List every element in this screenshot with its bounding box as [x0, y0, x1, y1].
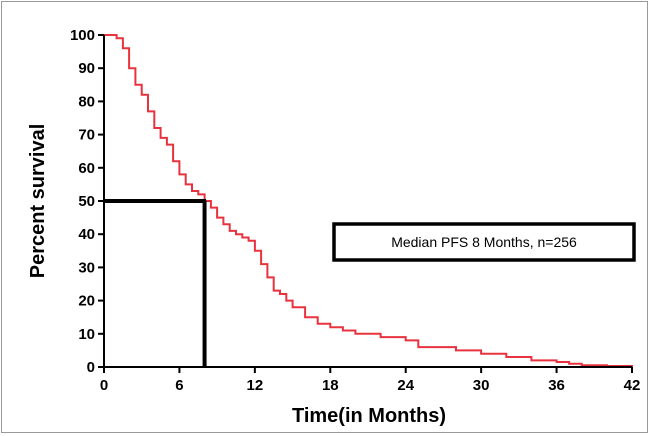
x-tick-label: 24	[397, 377, 414, 394]
median-marker	[104, 199, 207, 367]
y-tick-label: 30	[78, 259, 95, 276]
x-tick-label: 36	[548, 377, 565, 394]
annotation-text: Median PFS 8 Months, n=256	[391, 234, 577, 250]
annotation-box: Median PFS 8 Months, n=256	[332, 222, 636, 262]
y-tick-label: 50	[78, 193, 95, 210]
y-tick-label: 0	[87, 359, 95, 376]
x-tick-label: 18	[322, 377, 339, 394]
x-tick-label: 0	[100, 377, 108, 394]
curve-layer	[104, 34, 633, 367]
y-tick-label: 60	[78, 160, 95, 177]
x-axis-title: Time(in Months)	[292, 405, 446, 427]
x-tick-label: 6	[175, 377, 183, 394]
y-tick-label: 100	[70, 27, 95, 44]
x-tick-label: 42	[624, 377, 641, 394]
y-tick-label: 80	[78, 93, 95, 110]
x-tick-label: 12	[247, 377, 264, 394]
survival-curve-0	[104, 34, 633, 367]
x-tick-label: 30	[473, 377, 490, 394]
y-tick-label: 40	[78, 226, 95, 243]
y-tick-label: 90	[78, 60, 95, 77]
y-tick-label: 20	[78, 293, 95, 310]
y-tick-label: 70	[78, 127, 95, 144]
y-tick-label: 10	[78, 326, 95, 343]
y-axis-title: Percent survival	[27, 124, 49, 279]
ticks: 0 10 20 30 40 50 60 70 80 90 100 0 6 12 18 24 30 36 42	[70, 27, 640, 394]
